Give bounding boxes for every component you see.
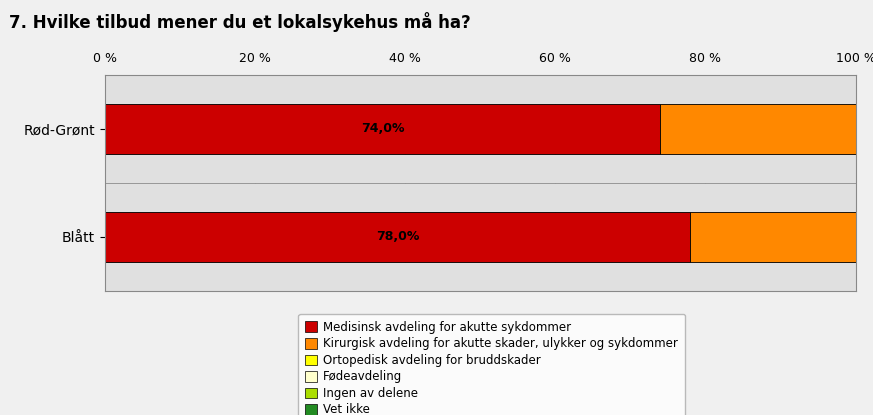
Bar [105, 154, 856, 183]
Bar [105, 183, 856, 212]
Bar [660, 104, 873, 154]
Text: 74,0%: 74,0% [361, 122, 404, 135]
Text: 7. Hvilke tilbud mener du et lokalsykehus må ha?: 7. Hvilke tilbud mener du et lokalsykehu… [9, 12, 471, 32]
Legend: Medisinsk avdeling for akutte sykdommer, Kirurgisk avdeling for akutte skader, u: Medisinsk avdeling for akutte sykdommer,… [299, 314, 685, 415]
Bar [105, 104, 660, 154]
Text: 78,0%: 78,0% [376, 230, 419, 243]
Bar [691, 212, 873, 261]
Bar [105, 212, 691, 261]
Bar [105, 261, 856, 290]
Bar [105, 75, 856, 104]
